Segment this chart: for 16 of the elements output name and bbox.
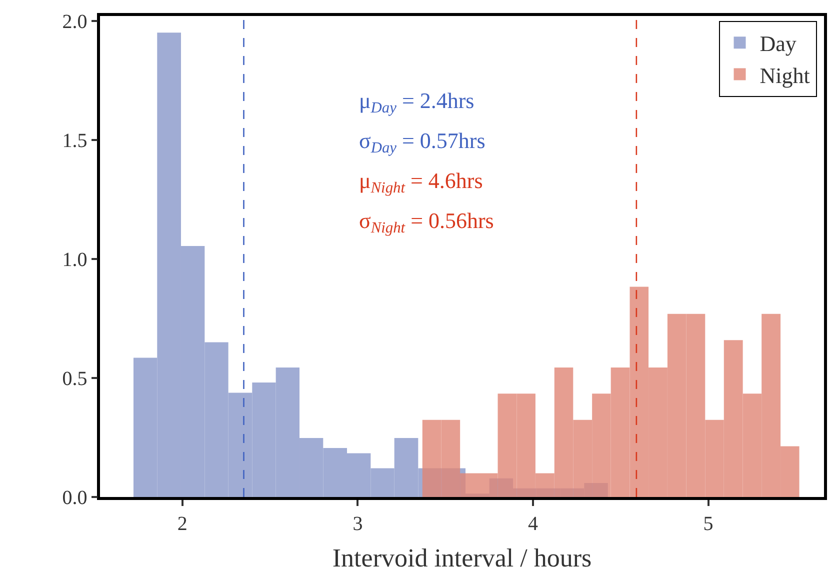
legend-label: Day	[760, 31, 796, 56]
y-tick-label: 0.5	[62, 368, 88, 390]
x-tick-label: 5	[703, 512, 714, 535]
annotation: μ$_{Day}$ = 2.4hrs	[359, 88, 474, 117]
y-tick-label: 2.0	[62, 10, 88, 33]
x-tick-label: 3	[352, 512, 363, 535]
annotation: μ$_{Night}$ = 4.6hrs	[359, 168, 483, 197]
y-tick-label: 0.0	[62, 487, 88, 509]
x-tick-label: 2	[177, 512, 188, 535]
legend-label: Night	[760, 62, 810, 88]
x-tick-label: 4	[528, 512, 538, 535]
annotation: σ$_{Night}$ = 0.56hrs	[359, 208, 494, 237]
y-tick-label: 1.0	[62, 248, 88, 271]
annotation: σ$_{Day}$ = 0.57hrs	[359, 128, 486, 157]
x-axis-title: Intervoid interval / hours	[332, 543, 592, 572]
y-tick-label: 1.5	[62, 130, 88, 152]
